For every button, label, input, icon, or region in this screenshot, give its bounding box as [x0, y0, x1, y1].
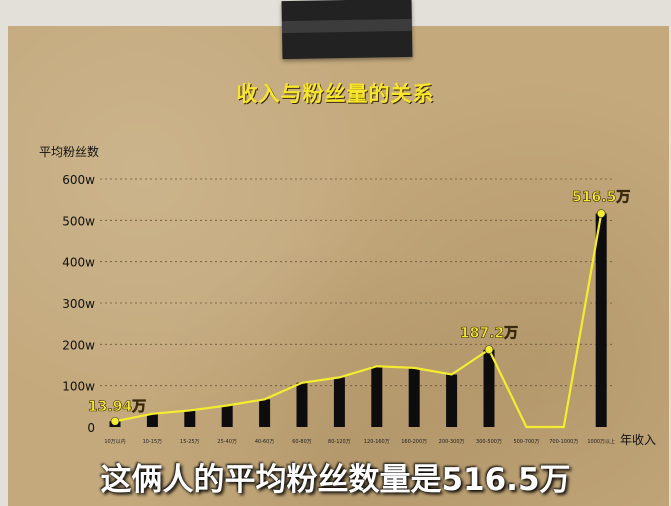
y-tick-label: 300w	[62, 297, 95, 311]
point-marker	[596, 209, 606, 218]
point-marker	[484, 345, 494, 354]
x-axis-label: 年收入	[620, 433, 657, 447]
data-label: 13.94万	[88, 399, 146, 415]
x-tick-label: 120-160万	[364, 439, 390, 445]
bar	[446, 374, 458, 427]
x-tick-label: 160-200万	[401, 439, 427, 445]
x-tick-label: 25-40万	[217, 439, 237, 445]
x-tick-label: 1000万以上	[587, 438, 615, 445]
x-tick-label: 40-60万	[255, 439, 275, 445]
y-tick-label: 100w	[62, 380, 95, 394]
chart-title: 收入与粉丝量的关系	[236, 82, 435, 106]
x-tick-label: 80-120万	[328, 439, 351, 445]
y-tick-label: 500w	[62, 214, 95, 228]
x-tick-label: 200-300万	[439, 439, 465, 445]
y-tick-label: 600w	[62, 173, 95, 187]
y-tick-label: 0	[87, 421, 95, 435]
trend-line	[114, 213, 603, 429]
data-label: 516.5万	[572, 190, 630, 206]
bar	[333, 377, 345, 427]
point-marker	[110, 416, 120, 426]
x-tick-label: 60-80万	[292, 439, 312, 445]
x-tick-label: 300-500万	[476, 439, 502, 445]
data-label: 187.2万	[460, 326, 518, 342]
x-tick-label: 500-700万	[513, 439, 539, 445]
x-tick-label: 10-15万	[143, 439, 163, 445]
bar	[259, 399, 271, 427]
bar	[595, 213, 607, 427]
x-tick-label: 15-25万	[180, 439, 200, 445]
bar	[371, 366, 383, 427]
caption-subtitle: 这俩人的平均粉丝数量是516.5万	[100, 462, 571, 498]
bar	[483, 349, 495, 427]
x-tick-label: 10万以内	[104, 438, 125, 445]
y-tick-label: 200w	[62, 338, 95, 352]
bar	[146, 413, 158, 427]
bar	[184, 410, 196, 427]
y-tick-label: 400w	[62, 256, 95, 270]
y-axis-label: 平均粉丝数	[39, 145, 100, 159]
bar	[408, 367, 420, 427]
bar	[296, 382, 308, 427]
x-tick-label: 700-1000万	[549, 439, 578, 445]
bar	[221, 405, 233, 427]
